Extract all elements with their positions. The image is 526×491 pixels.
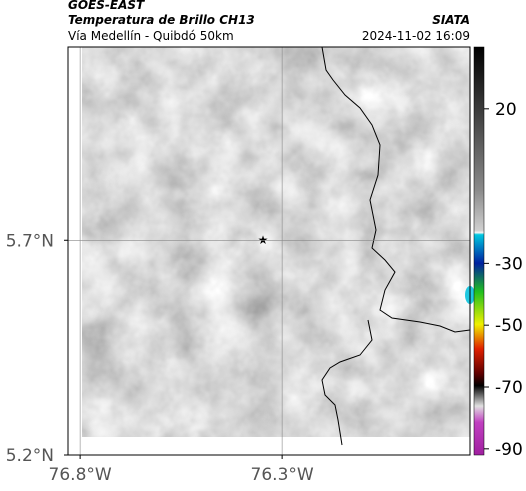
- y-tick-label: 5.7°N: [6, 231, 54, 251]
- boundary: [321, 46, 471, 446]
- colorbar-tick-label: -30: [495, 254, 523, 274]
- colorbar-tick-label: -50: [495, 316, 523, 336]
- map-frame: [67, 46, 471, 456]
- y-tick-label: 5.2°N: [6, 446, 54, 466]
- satellite-image: [82, 47, 470, 437]
- colorbar-tick-label: -90: [495, 440, 523, 460]
- colorbar-tick-label: -70: [495, 378, 523, 398]
- route: Vía Medellín - Quibdó 50km: [68, 29, 234, 43]
- agency: SIATA: [432, 13, 470, 27]
- product: Temperatura de Brillo CH13: [68, 13, 255, 27]
- source: GOES-EAST: [68, 0, 145, 12]
- colorbar: [473, 46, 485, 456]
- x-tick-label: 76.3°W: [251, 465, 314, 485]
- x-tick-label: 76.8°W: [49, 465, 112, 485]
- colorbar-tick-label: 20: [495, 100, 517, 120]
- datetime: 2024-11-02 16:09: [362, 29, 470, 43]
